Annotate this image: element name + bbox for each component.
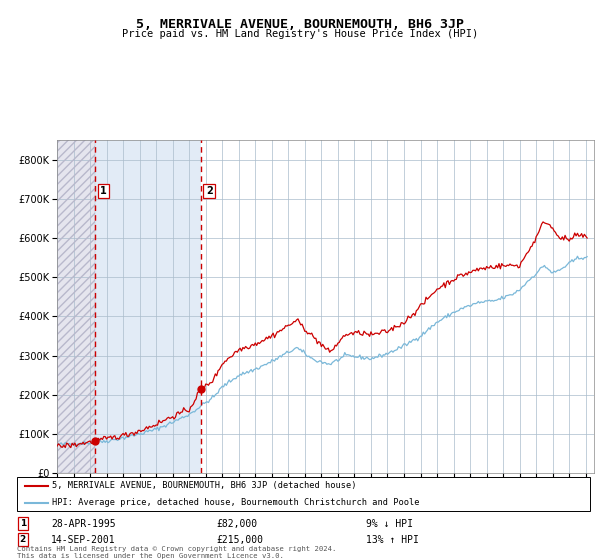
Bar <box>95 140 201 473</box>
Bar <box>57 140 95 473</box>
Text: 5, MERRIVALE AVENUE, BOURNEMOUTH, BH6 3JP (detached house): 5, MERRIVALE AVENUE, BOURNEMOUTH, BH6 3J… <box>52 482 357 491</box>
Text: 28-APR-1995: 28-APR-1995 <box>51 519 116 529</box>
Text: Contains HM Land Registry data © Crown copyright and database right 2024.
This d: Contains HM Land Registry data © Crown c… <box>17 547 336 559</box>
Text: 2: 2 <box>20 535 26 544</box>
Text: 1: 1 <box>100 186 107 196</box>
Text: HPI: Average price, detached house, Bournemouth Christchurch and Poole: HPI: Average price, detached house, Bour… <box>52 498 420 507</box>
Text: Price paid vs. HM Land Registry's House Price Index (HPI): Price paid vs. HM Land Registry's House … <box>122 29 478 39</box>
Text: £215,000: £215,000 <box>216 535 263 545</box>
Bar <box>57 140 95 473</box>
Text: 2: 2 <box>206 186 212 196</box>
Text: 5, MERRIVALE AVENUE, BOURNEMOUTH, BH6 3JP: 5, MERRIVALE AVENUE, BOURNEMOUTH, BH6 3J… <box>136 18 464 31</box>
Text: 13% ↑ HPI: 13% ↑ HPI <box>366 535 419 545</box>
Text: 9% ↓ HPI: 9% ↓ HPI <box>366 519 413 529</box>
Text: £82,000: £82,000 <box>216 519 257 529</box>
Text: 14-SEP-2001: 14-SEP-2001 <box>51 535 116 545</box>
Text: 1: 1 <box>20 519 26 528</box>
